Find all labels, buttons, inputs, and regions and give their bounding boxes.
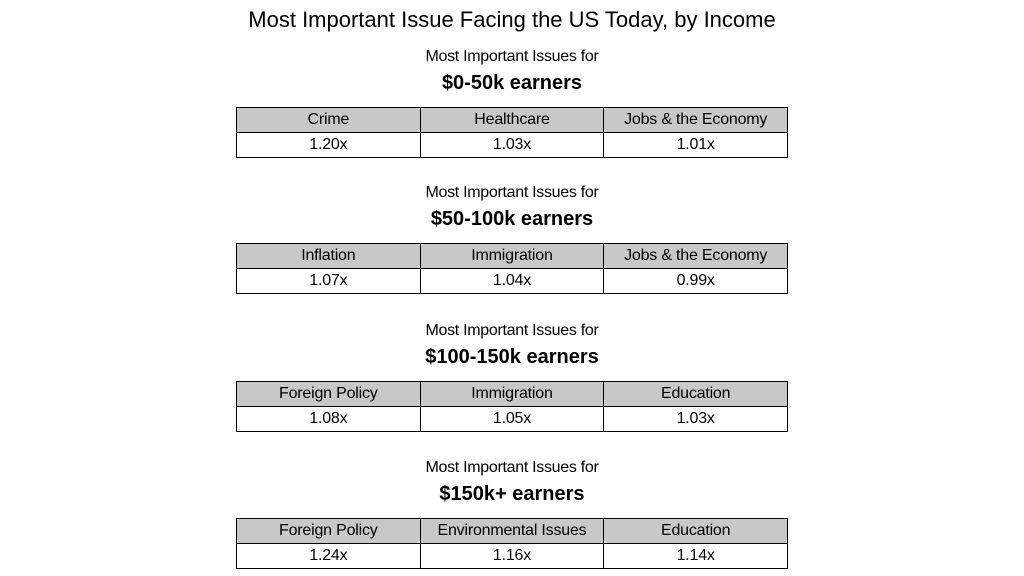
income-group-150k-plus: Most Important Issues for $150k+ earners… bbox=[236, 458, 788, 569]
issue-name-cell: Inflation bbox=[236, 243, 421, 269]
issue-value-cell: 1.08x bbox=[236, 406, 421, 432]
issues-value-row: 1.07x 1.04x 0.99x bbox=[236, 268, 788, 294]
issues-header-row: Foreign Policy Environmental Issues Educ… bbox=[236, 518, 788, 544]
group-label: $100-150k earners bbox=[425, 346, 599, 368]
issue-value-cell: 1.05x bbox=[419, 406, 605, 432]
group-label: $0-50k earners bbox=[441, 72, 583, 94]
income-group-0-50k: Most Important Issues for $0-50k earners… bbox=[236, 47, 788, 158]
issue-value-cell: 0.99x bbox=[603, 268, 788, 294]
issues-table: Crime Healthcare Jobs & the Economy 1.20… bbox=[236, 107, 788, 158]
issue-name-cell: Jobs & the Economy bbox=[603, 243, 788, 269]
issue-name-cell: Crime bbox=[236, 107, 421, 133]
group-label: $150k+ earners bbox=[439, 483, 585, 505]
issue-name-cell: Foreign Policy bbox=[236, 381, 421, 407]
issue-value-cell: 1.14x bbox=[603, 543, 788, 569]
issue-value-cell: 1.07x bbox=[236, 268, 421, 294]
issue-name-cell: Jobs & the Economy bbox=[603, 107, 788, 133]
issue-value-cell: 1.16x bbox=[419, 543, 605, 569]
income-group-50-100k: Most Important Issues for $50-100k earne… bbox=[236, 183, 788, 294]
issue-name-cell: Healthcare bbox=[419, 107, 605, 133]
issues-value-row: 1.24x 1.16x 1.14x bbox=[236, 543, 788, 569]
issue-name-cell: Foreign Policy bbox=[236, 518, 421, 544]
issue-name-cell: Immigration bbox=[419, 243, 605, 269]
issue-name-cell: Education bbox=[603, 381, 788, 407]
issues-header-row: Crime Healthcare Jobs & the Economy bbox=[236, 107, 788, 133]
group-subtitle: Most Important Issues for bbox=[425, 184, 599, 201]
issues-table: Foreign Policy Immigration Education 1.0… bbox=[236, 381, 788, 432]
issue-value-cell: 1.03x bbox=[603, 406, 788, 432]
issue-name-cell: Environmental Issues bbox=[419, 518, 605, 544]
group-subtitle: Most Important Issues for bbox=[425, 48, 599, 65]
income-group-100-150k: Most Important Issues for $100-150k earn… bbox=[236, 321, 788, 432]
issue-value-cell: 1.20x bbox=[236, 132, 421, 158]
issue-value-cell: 1.24x bbox=[236, 543, 421, 569]
issues-table: Inflation Immigration Jobs & the Economy… bbox=[236, 243, 788, 294]
issues-table: Foreign Policy Environmental Issues Educ… bbox=[236, 518, 788, 569]
issues-header-row: Inflation Immigration Jobs & the Economy bbox=[236, 243, 788, 269]
issue-name-cell: Immigration bbox=[419, 381, 605, 407]
issue-name-cell: Education bbox=[603, 518, 788, 544]
group-subtitle: Most Important Issues for bbox=[425, 322, 599, 339]
issues-value-row: 1.20x 1.03x 1.01x bbox=[236, 132, 788, 158]
issue-value-cell: 1.03x bbox=[419, 132, 605, 158]
issues-header-row: Foreign Policy Immigration Education bbox=[236, 381, 788, 407]
group-subtitle: Most Important Issues for bbox=[425, 459, 599, 476]
page-title: Most Important Issue Facing the US Today… bbox=[248, 7, 776, 32]
issue-value-cell: 1.01x bbox=[603, 132, 788, 158]
issue-value-cell: 1.04x bbox=[419, 268, 605, 294]
group-label: $50-100k earners bbox=[430, 208, 594, 230]
issues-value-row: 1.08x 1.05x 1.03x bbox=[236, 406, 788, 432]
